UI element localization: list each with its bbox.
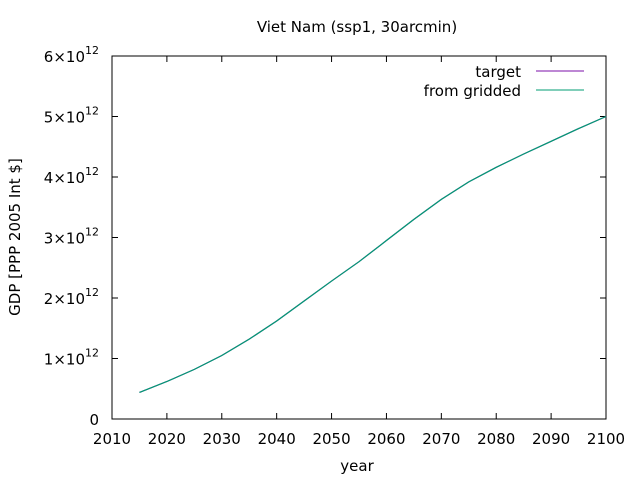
series-line-target [139, 115, 607, 393]
y-axis-label: GDP [PPP 2005 Int $] [6, 158, 24, 316]
y-tick-label: 3×1012 [44, 226, 99, 248]
x-tick-label: 2080 [477, 430, 515, 448]
x-tick-label: 2040 [258, 430, 296, 448]
y-tick-label: 6×1012 [44, 44, 99, 66]
plot-area [111, 55, 607, 420]
series-line-from-gridded [139, 115, 607, 393]
y-tick-label: 5×1012 [44, 105, 99, 127]
x-tick-label: 2090 [532, 430, 570, 448]
chart-title: Viet Nam (ssp1, 30arcmin) [257, 18, 457, 36]
x-tick-label: 2020 [148, 430, 186, 448]
legend-label-from-gridded: from gridded [424, 82, 521, 100]
x-axis: 2010 2020 2030 2040 2050 2060 2070 2080 2090 2100 [93, 56, 625, 448]
y-tick-label: 1×1012 [44, 347, 99, 369]
series-layer [139, 115, 607, 393]
y-axis: 0 1×1012 2×1012 3×1012 4×1012 5×1012 6×1012 [44, 44, 606, 429]
legend: target from gridded [424, 63, 584, 100]
y-tick-label: 4×1012 [44, 165, 99, 187]
x-tick-label: 2060 [367, 430, 405, 448]
x-tick-label: 2030 [203, 430, 241, 448]
x-axis-label: year [340, 457, 374, 475]
x-tick-label: 2050 [312, 430, 350, 448]
y-tick-label: 0 [89, 411, 99, 429]
x-tick-label: 2070 [422, 430, 460, 448]
x-tick-label: 2100 [587, 430, 625, 448]
y-tick-label: 2×1012 [44, 286, 99, 308]
x-tick-label: 2010 [93, 430, 131, 448]
legend-label-target: target [475, 63, 521, 81]
